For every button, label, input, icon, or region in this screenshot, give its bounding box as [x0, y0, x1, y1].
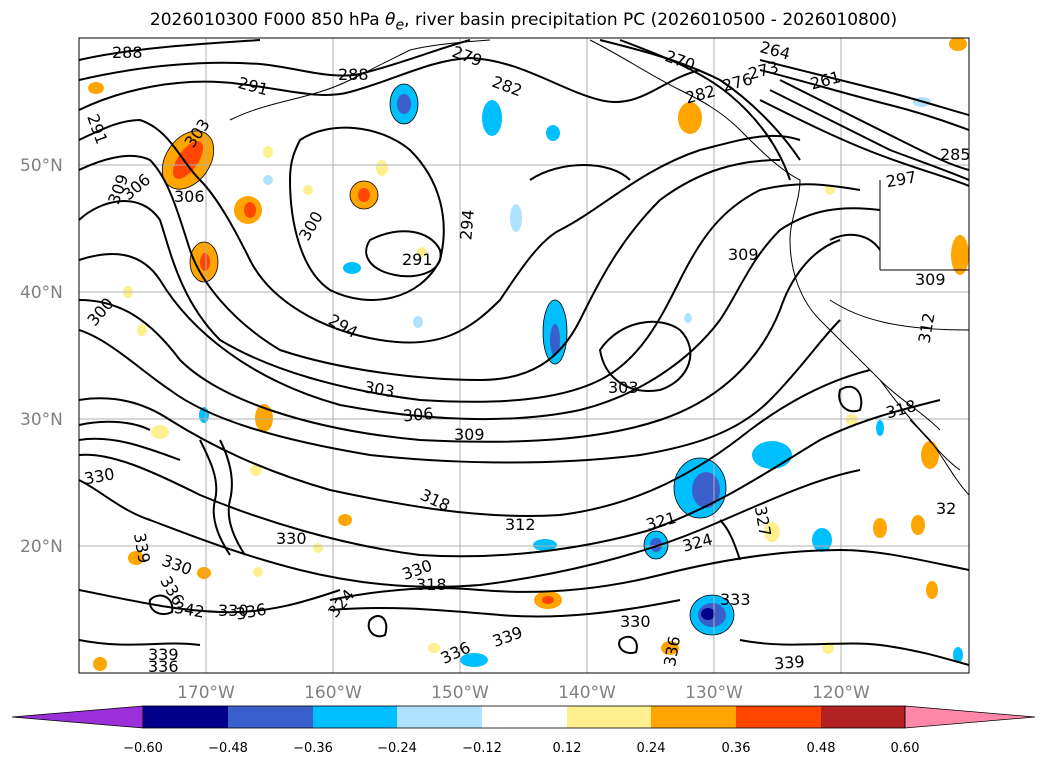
- contour-label: 306: [174, 187, 205, 206]
- contour-label: 330: [218, 601, 249, 620]
- contour-label: 318: [416, 575, 447, 594]
- lon-label-160w: 160°W: [304, 683, 362, 703]
- colorbar-cell: [143, 706, 228, 728]
- lon-labels: 170°W 160°W 150°W 140°W 130°W 120°W: [177, 683, 870, 703]
- colorbar-extend-max: [904, 705, 1036, 729]
- contour-label: 330: [276, 529, 307, 548]
- lon-label-120w: 120°W: [812, 683, 870, 703]
- contour-label: 303: [608, 378, 639, 397]
- precip-shading: [88, 38, 969, 671]
- theta-e-contours: [79, 39, 969, 666]
- colorbar-tick: 0.48: [807, 741, 836, 756]
- contour-label: 291: [402, 250, 433, 269]
- colorbar-tick: 0.36: [722, 741, 751, 756]
- contour-label: 309: [728, 245, 759, 264]
- lat-label-30n: 30°N: [20, 410, 63, 430]
- colorbar-cell: [651, 706, 736, 728]
- contour-label: 309: [915, 270, 946, 289]
- colorbar-cell: [821, 706, 905, 728]
- lat-label-50n: 50°N: [20, 156, 63, 176]
- colorbar: −0.60 −0.48 −0.36 −0.24 −0.12 0.12 0.24 …: [11, 705, 1036, 756]
- lon-label-130w: 130°W: [685, 683, 743, 703]
- colorbar-cell: [228, 706, 313, 728]
- graticule: [79, 38, 969, 673]
- lon-label-170w: 170°W: [177, 683, 235, 703]
- colorbar-extend-min: [11, 705, 144, 729]
- contour-label: 336: [148, 657, 179, 676]
- colorbar-tick: 0.24: [637, 741, 666, 756]
- colorbar-cell: [397, 706, 482, 728]
- colorbar-cell: [313, 706, 397, 728]
- colorbar-tick: 0.60: [891, 741, 920, 756]
- colorbar-cell: [482, 706, 567, 728]
- contour-label: 294: [456, 209, 478, 241]
- colorbar-tick: 0.12: [553, 741, 582, 756]
- shading-outlines: [161, 83, 735, 636]
- lon-label-150w: 150°W: [431, 683, 489, 703]
- colorbar-tick: −0.48: [208, 741, 248, 756]
- contour-label: 333: [720, 590, 751, 609]
- colorbar-frame: [142, 705, 906, 729]
- colorbar-ticks: −0.60 −0.48 −0.36 −0.24 −0.12 0.12 0.24 …: [123, 741, 919, 756]
- map-content: [79, 38, 969, 673]
- colorbar-tick: −0.36: [293, 741, 333, 756]
- contour-label: 312: [505, 515, 536, 534]
- contour-label: 339: [773, 652, 805, 674]
- map-background: [79, 38, 969, 673]
- colorbar-tick: −0.60: [123, 741, 163, 756]
- contour-label: 330: [620, 612, 651, 631]
- lat-labels: 50°N 40°N 30°N 20°N: [20, 156, 63, 557]
- lat-label-20n: 20°N: [20, 537, 63, 557]
- colorbar-cells: [11, 705, 1036, 729]
- plot-title: 2026010300 F000 850 hPa θe, river basin …: [149, 10, 898, 34]
- colorbar-tick: −0.12: [462, 741, 502, 756]
- contour-label: 339: [148, 645, 179, 664]
- contour-label: 309: [454, 425, 485, 444]
- contour-label: 288: [338, 65, 369, 84]
- contour-label: 32: [936, 499, 956, 518]
- colorbar-cell: [567, 706, 651, 728]
- colorbar-cell: [736, 706, 821, 728]
- map-frame: [78, 37, 970, 674]
- contour-label: 288: [112, 43, 143, 62]
- colorbar-tick: −0.24: [377, 741, 417, 756]
- contour-label: 285: [940, 145, 971, 164]
- coastlines: [229, 39, 969, 496]
- lon-label-140w: 140°W: [558, 683, 616, 703]
- contour-label: 306: [402, 404, 434, 426]
- lat-label-40n: 40°N: [20, 283, 63, 303]
